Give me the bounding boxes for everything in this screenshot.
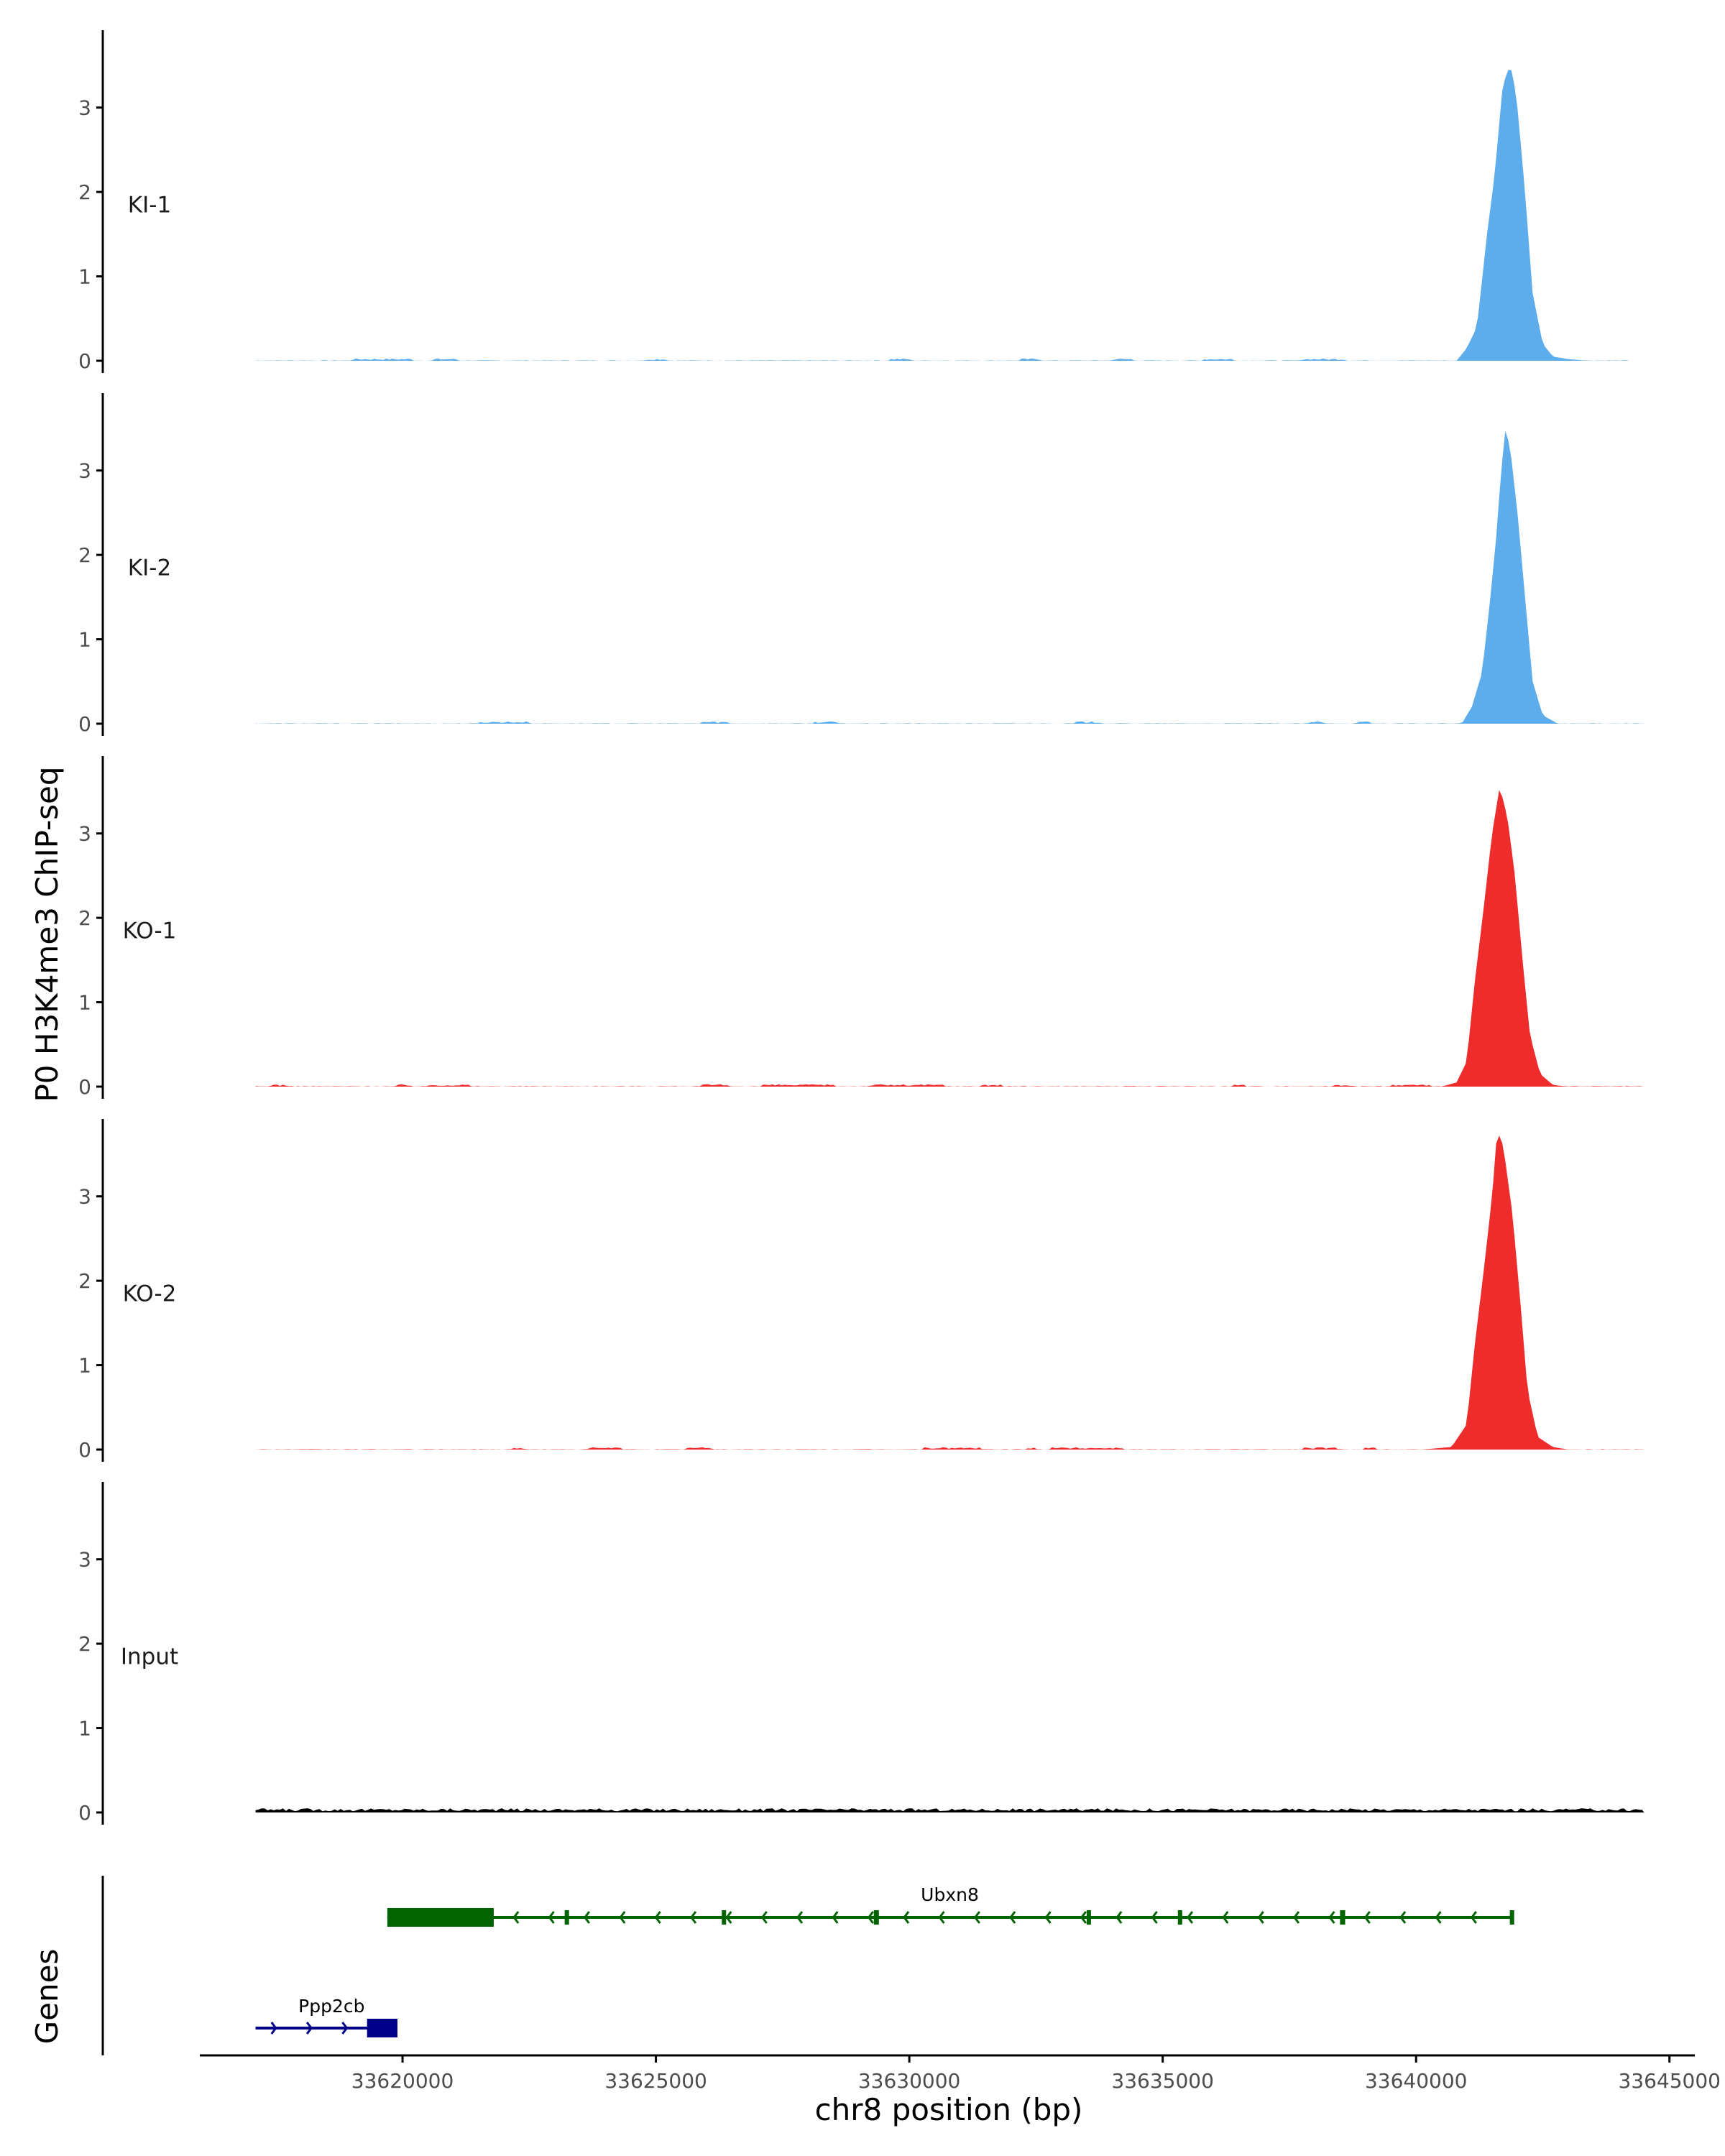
exon: [873, 1910, 879, 1925]
strand-arrow: [270, 2022, 277, 2035]
track-label: KI-1: [128, 193, 171, 218]
y-tick-label: 1: [78, 991, 91, 1015]
exon: [387, 1908, 494, 1927]
strand-arrow: [619, 1911, 626, 1924]
strand-arrow: [1222, 1911, 1229, 1924]
y-tick-label: 3: [78, 1548, 91, 1572]
y-tick-label: 2: [78, 180, 91, 204]
signal-area: [255, 1135, 1644, 1450]
track-label: KO-2: [123, 1281, 177, 1307]
track-label: KI-2: [128, 556, 171, 581]
y-tick-label: 0: [78, 1801, 91, 1825]
strand-arrow: [512, 1911, 520, 1924]
strand-arrow: [1470, 1911, 1477, 1924]
y-tick-label: 0: [78, 349, 91, 373]
track-input: 0 1 2 3 Input: [78, 1482, 1644, 1825]
y-tick-label: 1: [78, 1354, 91, 1378]
strand-arrow: [1116, 1911, 1123, 1924]
y-tick-label: 1: [78, 1717, 91, 1741]
exon: [722, 1910, 727, 1925]
track-ki-1: 0 1 2 3 KI-1: [78, 30, 1629, 373]
signal-tracks: 0 1 2 3 KI-1 0 1 2 3 KI-2 0 1 2 3 KO-1 0 1 2 3 KO-2 0 1 2 3 Inpu…: [78, 30, 1644, 1825]
strand-arrow: [867, 1911, 874, 1924]
strand-arrow: [973, 1911, 980, 1924]
strand-arrow: [832, 1911, 839, 1924]
y-tick-label: 2: [78, 1632, 91, 1656]
x-tick-label: 33640000: [1365, 2069, 1468, 2093]
exon: [564, 1910, 569, 1925]
strand-arrow: [725, 1911, 732, 1924]
x-axis: 33620000 33625000 33630000 33635000 33640000…: [200, 2054, 1721, 2093]
track-ko-1: 0 1 2 3 KO-1: [78, 756, 1644, 1099]
exon: [1509, 1910, 1514, 1925]
strand-arrow: [1151, 1911, 1158, 1924]
gene-ubxn8: Ubxn8: [387, 1884, 1514, 1927]
track-label: KO-1: [123, 918, 177, 944]
y-tick-label: 2: [78, 1269, 91, 1293]
exon: [1177, 1910, 1182, 1925]
signal-area: [255, 790, 1644, 1087]
signal-area: [255, 1808, 1644, 1812]
strand-arrow: [341, 2022, 349, 2035]
y-tick-label: 0: [78, 1438, 91, 1462]
signal-area: [255, 70, 1629, 361]
strand-arrow: [1399, 1911, 1407, 1924]
y-tick-label: 1: [78, 628, 91, 652]
exon: [1340, 1910, 1346, 1925]
strand-arrow: [1257, 1911, 1264, 1924]
y-tick-label: 0: [78, 1075, 91, 1099]
gene-label: Ubxn8: [921, 1884, 979, 1905]
strand-arrow: [583, 1911, 591, 1924]
x-tick-label: 33645000: [1618, 2069, 1721, 2093]
strand-arrow: [938, 1911, 945, 1924]
y-tick-label: 3: [78, 459, 91, 483]
x-tick-label: 33635000: [1111, 2069, 1214, 2093]
strand-arrow: [796, 1911, 804, 1924]
genes-axis-title: Genes: [29, 1949, 65, 2045]
x-axis-title: chr8 position (bp): [815, 2092, 1083, 2127]
x-tick-label: 33625000: [604, 2069, 707, 2093]
strand-arrow: [690, 1911, 697, 1924]
y-tick-label: 2: [78, 543, 91, 567]
strand-arrow: [305, 2022, 313, 2035]
strand-arrow: [1080, 1911, 1087, 1924]
strand-arrow: [760, 1911, 768, 1924]
gene-label: Ppp2cb: [298, 1996, 364, 2017]
y-tick-label: 3: [78, 1185, 91, 1209]
y-tick-label: 3: [78, 822, 91, 846]
y-axis-title: P0 H3K4me3 ChIP-seq: [29, 766, 65, 1102]
track-ko-2: 0 1 2 3 KO-2: [78, 1119, 1644, 1462]
exon: [1086, 1910, 1091, 1925]
x-tick-label: 33630000: [858, 2069, 961, 2093]
strand-arrow: [1363, 1911, 1371, 1924]
y-tick-label: 0: [78, 712, 91, 736]
track-label: Input: [121, 1644, 178, 1670]
y-tick-label: 3: [78, 96, 91, 120]
strand-arrow: [903, 1911, 910, 1924]
y-tick-label: 2: [78, 906, 91, 930]
y-tick-label: 1: [78, 265, 91, 289]
gene-annotation-track: Ppp2cb Ubxn8: [101, 1876, 1514, 2055]
strand-arrow: [654, 1911, 661, 1924]
strand-arrow: [1435, 1911, 1442, 1924]
strand-arrow: [1328, 1911, 1335, 1924]
strand-arrow: [548, 1911, 555, 1924]
exon: [367, 2019, 397, 2037]
track-ki-2: 0 1 2 3 KI-2: [78, 393, 1644, 736]
strand-arrow: [1187, 1911, 1194, 1924]
strand-arrow: [1009, 1911, 1016, 1924]
strand-arrow: [1293, 1911, 1300, 1924]
gene-ppp2cb: Ppp2cb: [255, 1996, 397, 2037]
x-tick-label: 33620000: [351, 2069, 454, 2093]
signal-area: [255, 430, 1644, 724]
strand-arrow: [1044, 1911, 1052, 1924]
